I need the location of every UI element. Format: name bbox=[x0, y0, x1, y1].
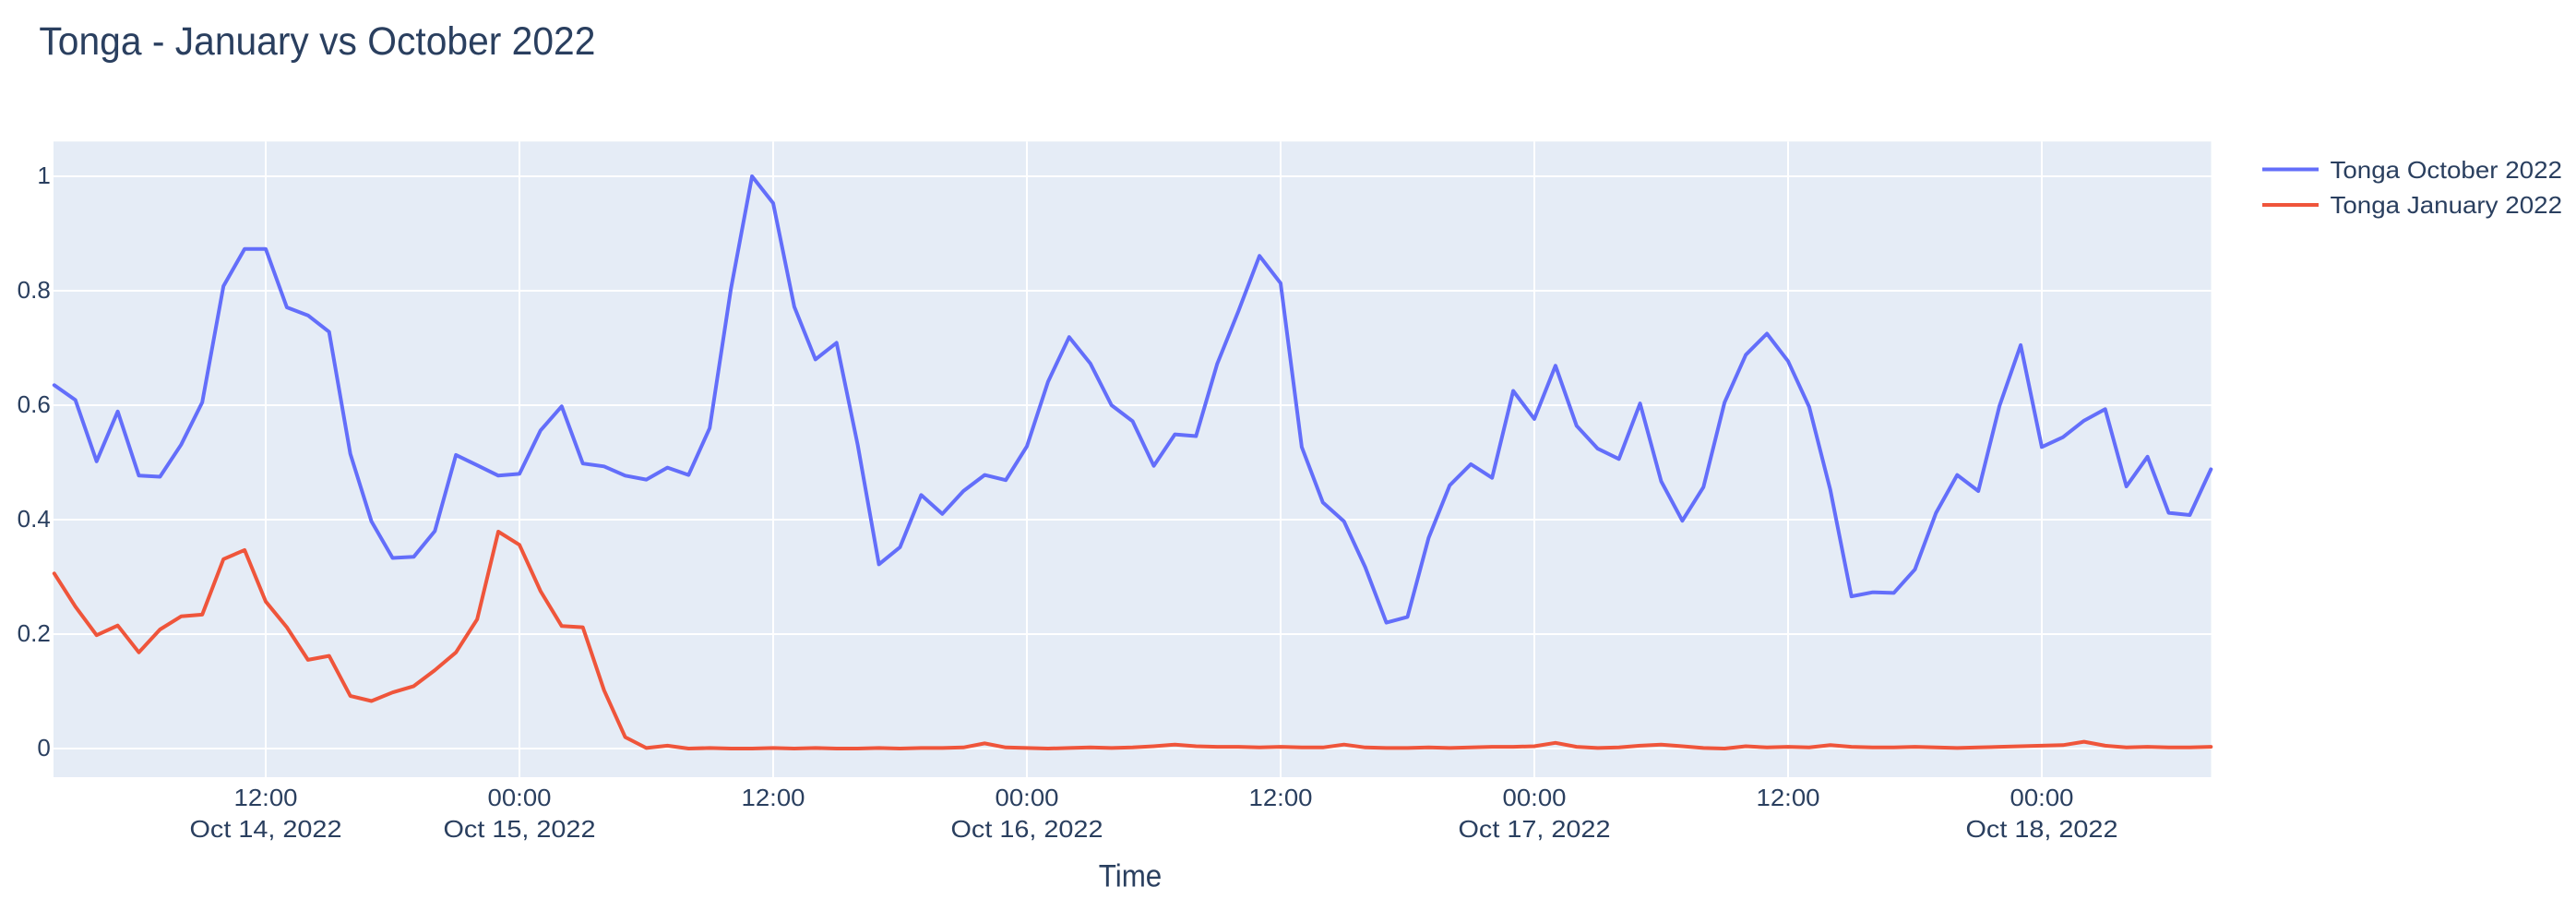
svg-text:Tonga - January vs October 202: Tonga - January vs October 2022 bbox=[39, 19, 595, 64]
svg-text:00:00: 00:00 bbox=[996, 784, 1059, 811]
svg-text:00:00: 00:00 bbox=[1503, 784, 1567, 811]
svg-text:1: 1 bbox=[37, 162, 50, 189]
svg-text:0.2: 0.2 bbox=[18, 619, 51, 647]
svg-text:12:00: 12:00 bbox=[1757, 784, 1820, 811]
svg-text:Oct 14, 2022: Oct 14, 2022 bbox=[190, 815, 342, 843]
svg-text:Tonga January 2022: Tonga January 2022 bbox=[2331, 191, 2563, 219]
svg-text:00:00: 00:00 bbox=[2010, 784, 2074, 811]
svg-text:0.8: 0.8 bbox=[18, 276, 51, 304]
svg-text:0.6: 0.6 bbox=[18, 390, 51, 418]
svg-text:00:00: 00:00 bbox=[488, 784, 552, 811]
svg-text:12:00: 12:00 bbox=[1249, 784, 1313, 811]
svg-text:Oct 18, 2022: Oct 18, 2022 bbox=[1966, 815, 2118, 843]
svg-text:Oct 16, 2022: Oct 16, 2022 bbox=[951, 815, 1103, 843]
svg-text:12:00: 12:00 bbox=[234, 784, 298, 811]
svg-text:12:00: 12:00 bbox=[742, 784, 805, 811]
svg-text:Tonga October 2022: Tonga October 2022 bbox=[2331, 156, 2563, 184]
svg-text:Time: Time bbox=[1099, 859, 1163, 894]
svg-text:Oct 15, 2022: Oct 15, 2022 bbox=[444, 815, 596, 843]
svg-text:0: 0 bbox=[37, 734, 50, 761]
svg-text:0.4: 0.4 bbox=[18, 505, 51, 533]
svg-text:Oct 17, 2022: Oct 17, 2022 bbox=[1459, 815, 1611, 843]
